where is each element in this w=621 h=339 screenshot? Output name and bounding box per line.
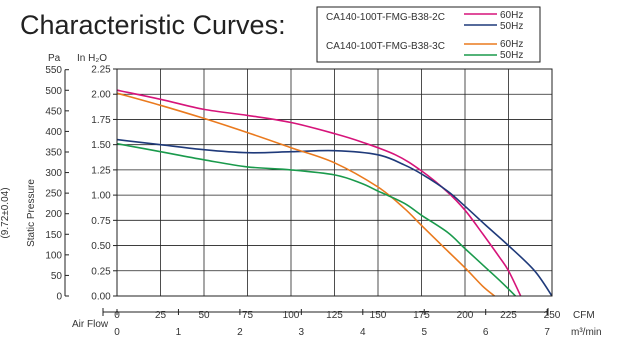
x-unit-m3min: m³/min <box>571 327 602 338</box>
y-tick-label-pa: 350 <box>45 147 62 158</box>
x-tick-label-cfm: 100 <box>283 310 300 321</box>
legend-box <box>316 6 541 63</box>
y-axis-label: Static Pressure <box>26 179 37 247</box>
y-tick-label-pa: 550 <box>45 65 62 76</box>
x-tick-label-cfm: 0 <box>114 310 120 321</box>
y-tick-label-inh2o: 1.50 <box>91 140 111 151</box>
y-tick-label-pa: 100 <box>45 250 62 261</box>
series-line-0 <box>116 89 522 297</box>
y-tick-label-pa: 200 <box>45 209 62 220</box>
y-tick-label-inh2o: 1.00 <box>91 191 111 202</box>
y-tick-label-pa: 450 <box>45 106 62 117</box>
y-tick-label-inh2o: 2.00 <box>91 90 111 101</box>
series-line-2 <box>116 92 496 297</box>
x-tick-label-cfm: 75 <box>242 310 254 321</box>
y-tick-labels: 0.00 0.25 0.50 0.75 1.00 1.25 1.50 1.75 2.00 2.25… <box>45 65 111 303</box>
x-tick-label-cfm: 250 <box>544 310 561 321</box>
x-tick-label-cfm: 50 <box>198 310 210 321</box>
legend: CA140-100T-FMG-B38-2C 60Hz 50Hz CA140-10… <box>316 6 541 63</box>
legend-model-3c: CA140-100T-FMG-B38-3C <box>326 41 445 52</box>
x-tick-label-cfm: 200 <box>457 310 474 321</box>
curves <box>116 89 553 297</box>
side-label: (9.72±0.04) <box>0 187 11 238</box>
chart-title: Characteristic Curves: <box>20 10 286 40</box>
x-unit-cfm: CFM <box>573 310 595 321</box>
x-tick-label-m3min: 5 <box>421 327 427 338</box>
x-tick-label-m3min: 1 <box>176 327 182 338</box>
y-tick-label-pa: 0 <box>56 292 62 303</box>
y-tick-label-pa: 500 <box>45 86 62 97</box>
x-tick-label-cfm: 175 <box>413 310 430 321</box>
y-tick-label-pa: 300 <box>45 168 62 179</box>
y-tick-label-inh2o: 2.25 <box>91 65 111 76</box>
y-tick-label-inh2o: 0.75 <box>91 216 111 227</box>
legend-label-2c-60hz: 60Hz <box>500 10 523 21</box>
x-tick-label-m3min: 0 <box>114 327 120 338</box>
legend-model-2c: CA140-100T-FMG-B38-2C <box>326 12 445 23</box>
y-unit-inh2o: In H₂O <box>77 53 107 64</box>
plot-frame <box>116 68 553 297</box>
y-tick-label-inh2o: 0.00 <box>91 292 111 303</box>
x-tick-label-m3min: 2 <box>237 327 243 338</box>
legend-label-3c-60hz: 60Hz <box>500 39 523 50</box>
x-tick-label-m3min: 6 <box>483 327 489 338</box>
y-tick-label-inh2o: 1.75 <box>91 115 111 126</box>
x-tick-label-cfm: 225 <box>500 310 517 321</box>
x-tick-label-cfm: 25 <box>155 310 167 321</box>
y-tick-label-pa: 150 <box>45 230 62 241</box>
y-unit-pa: Pa <box>48 53 61 64</box>
x-tick-label-cfm: 125 <box>326 310 343 321</box>
x-tick-label-cfm: 150 <box>370 310 387 321</box>
series-line-3 <box>116 142 517 297</box>
y-tick-label-inh2o: 0.25 <box>91 266 111 277</box>
y-tick-label-inh2o: 0.50 <box>91 241 111 252</box>
legend-label-3c-50hz: 50Hz <box>500 50 523 61</box>
y-tick-label-pa: 250 <box>45 189 62 200</box>
legend-label-2c-50hz: 50Hz <box>500 21 523 32</box>
x-tick-label-m3min: 3 <box>299 327 305 338</box>
x-tick-label-m3min: 4 <box>360 327 366 338</box>
x-tick-labels: 0 25 50 75 100 125 150 175 200 225 250 0 1 2 3 4 5 6 7 <box>114 309 561 338</box>
y-tick-label-pa: 50 <box>51 271 63 282</box>
y-tick-label-inh2o: 1.25 <box>91 165 111 176</box>
x-axis-label: Air Flow <box>72 319 109 330</box>
grid <box>64 68 552 297</box>
y-tick-label-pa: 400 <box>45 127 62 138</box>
x-tick-label-m3min: 7 <box>544 327 550 338</box>
series-line-1 <box>116 138 553 297</box>
